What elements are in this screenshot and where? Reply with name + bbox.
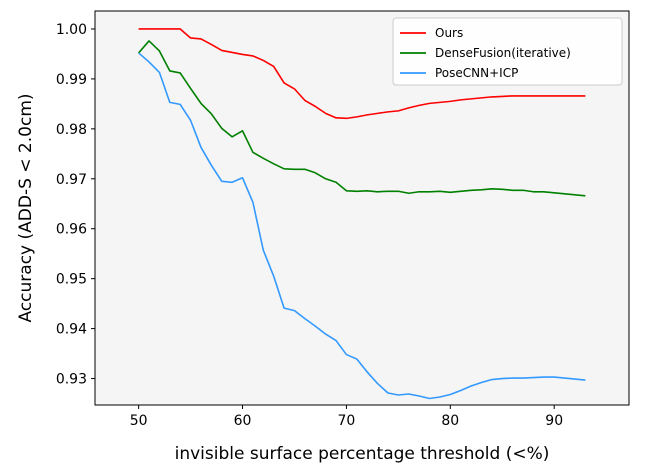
y-tick-label: 0.98 [56,122,87,138]
legend-label-2: PoseCNN+ICP [435,66,518,80]
x-tick-label: 50 [130,413,148,429]
y-axis-label: Accuracy (ADD-S < 2.0cm) [16,93,36,322]
y-tick-label: 0.96 [56,222,87,238]
y-tick-label: 1.00 [56,22,87,38]
legend-label-1: DenseFusion(iterative) [435,46,571,60]
y-tick-label: 0.95 [56,272,87,288]
x-tick-label: 90 [545,413,563,429]
x-axis-ticks: 50 60 70 80 90 [130,405,563,429]
legend-label-0: Ours [435,26,463,40]
plot-frame [94,10,630,406]
legend-box [392,17,623,86]
y-tick-label: 0.94 [56,322,87,338]
x-tick-label: 60 [234,413,252,429]
series-line-2 [138,52,586,400]
y-tick-label: 0.99 [56,72,87,88]
legend: Ours DenseFusion(iterative) PoseCNN+ICP [392,17,623,86]
x-tick-label: 70 [338,413,356,429]
y-axis-ticks: 0.93 0.94 0.95 0.96 0.97 0.98 0.99 1.00 [56,22,95,388]
x-axis-label: invisible surface percentage threshold (… [175,444,550,464]
series-line-1 [138,40,586,197]
y-tick-label: 0.97 [56,172,87,188]
x-tick-label: 80 [441,413,459,429]
series-layer [138,28,586,400]
series-line-0 [138,28,586,120]
y-tick-label: 0.93 [56,372,87,388]
